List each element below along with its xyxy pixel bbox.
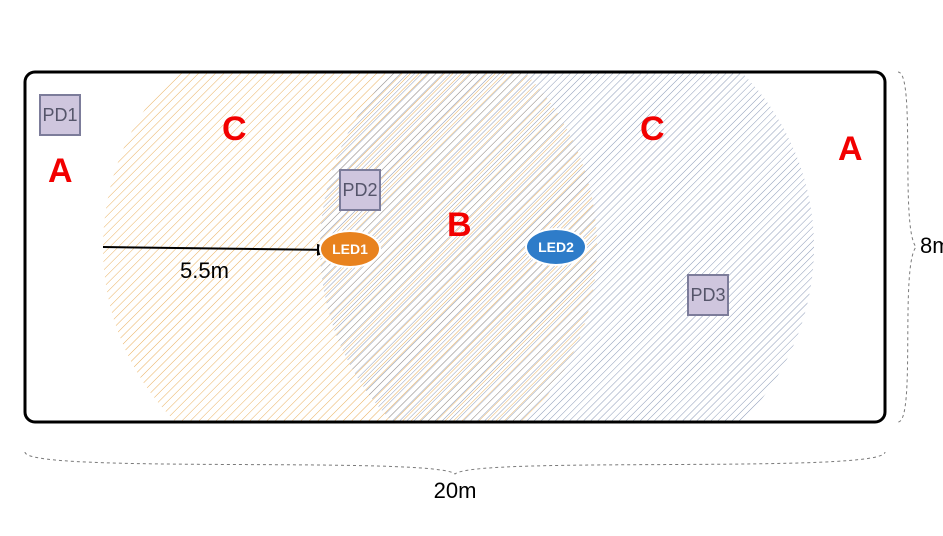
width-label: 20m: [434, 478, 477, 503]
region-label-A: A: [838, 130, 863, 168]
height-label: 8m: [920, 233, 943, 258]
radius-label: 5.5m: [180, 258, 229, 283]
height-brace: [898, 72, 916, 422]
region-label-B: B: [447, 206, 472, 244]
diagram-canvas: 5.5m LED1 LED2 PD1 PD2 PD3 A A C C B 20m 8m: [0, 0, 943, 536]
region-label-C: C: [222, 110, 247, 148]
width-brace: [25, 452, 885, 474]
pd3-label: PD3: [690, 285, 725, 305]
pd2-label: PD2: [342, 180, 377, 200]
region-label-C: C: [640, 110, 665, 148]
led1-label: LED1: [332, 241, 368, 257]
region-label-A: A: [48, 152, 73, 190]
pd1-label: PD1: [42, 105, 77, 125]
room-interior: [103, 0, 814, 494]
led2-label: LED2: [538, 239, 574, 255]
